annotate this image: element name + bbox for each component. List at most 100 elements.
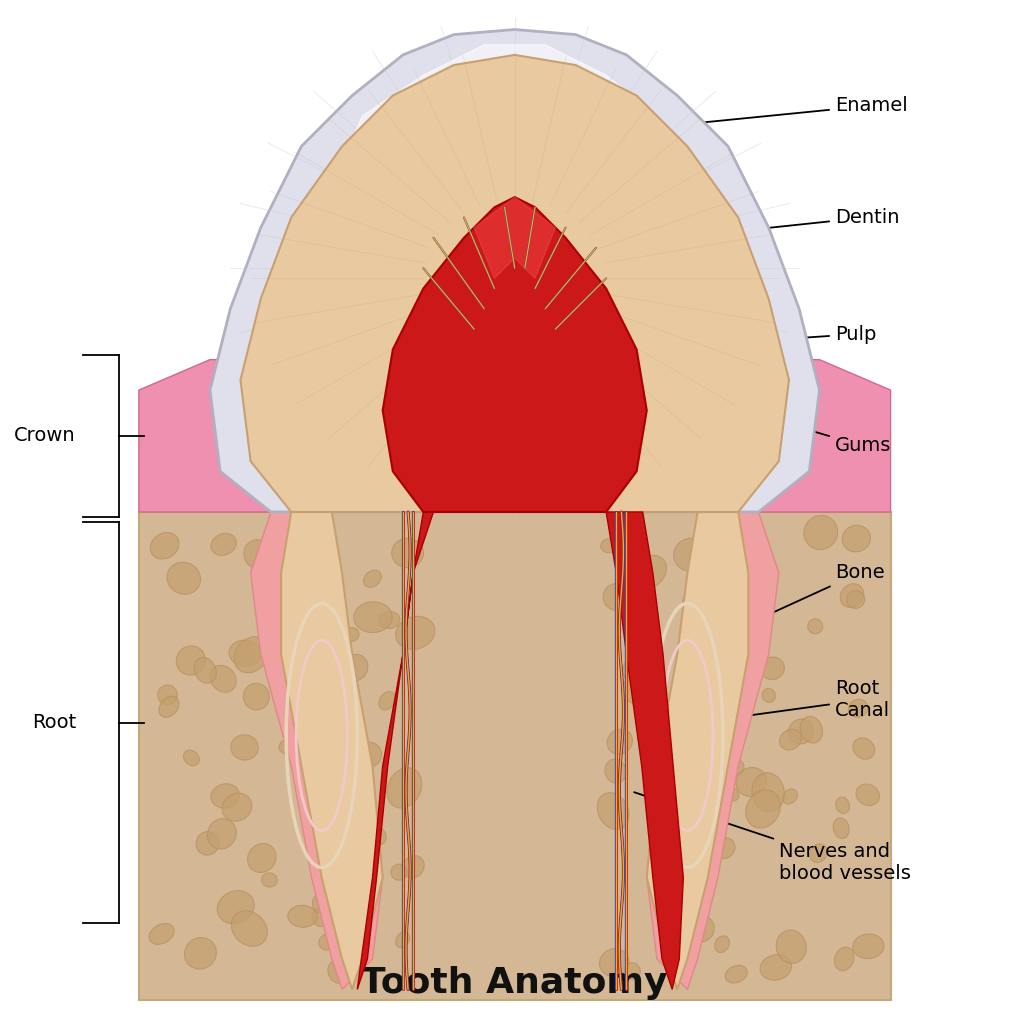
Ellipse shape xyxy=(692,537,724,563)
Ellipse shape xyxy=(834,818,849,839)
Ellipse shape xyxy=(318,933,339,950)
Ellipse shape xyxy=(364,570,381,588)
Text: Root
Canal: Root Canal xyxy=(680,679,890,725)
Polygon shape xyxy=(474,197,555,279)
Ellipse shape xyxy=(222,794,252,821)
Ellipse shape xyxy=(836,797,850,813)
Ellipse shape xyxy=(374,827,386,844)
Ellipse shape xyxy=(719,692,734,712)
Ellipse shape xyxy=(279,737,300,754)
Text: Bone: Bone xyxy=(751,563,885,623)
Ellipse shape xyxy=(365,836,381,851)
Ellipse shape xyxy=(856,784,880,806)
Ellipse shape xyxy=(244,540,272,569)
Polygon shape xyxy=(606,512,683,989)
Ellipse shape xyxy=(328,961,348,983)
Ellipse shape xyxy=(623,653,652,682)
Ellipse shape xyxy=(326,718,340,732)
Text: Gums: Gums xyxy=(711,401,891,456)
Ellipse shape xyxy=(726,586,753,607)
Ellipse shape xyxy=(210,666,237,692)
Ellipse shape xyxy=(853,738,874,759)
Ellipse shape xyxy=(230,735,258,760)
Text: Enamel: Enamel xyxy=(690,96,907,124)
Ellipse shape xyxy=(208,818,237,849)
Ellipse shape xyxy=(211,783,240,808)
Ellipse shape xyxy=(626,963,640,980)
Text: Crown: Crown xyxy=(14,426,76,445)
Text: Pulp: Pulp xyxy=(629,325,877,349)
Text: Tooth Anatomy: Tooth Anatomy xyxy=(361,966,668,999)
Ellipse shape xyxy=(211,534,237,555)
Ellipse shape xyxy=(195,657,216,683)
Ellipse shape xyxy=(313,528,330,545)
Ellipse shape xyxy=(804,515,838,550)
Polygon shape xyxy=(383,197,647,512)
Ellipse shape xyxy=(738,648,765,672)
Ellipse shape xyxy=(176,646,206,675)
Ellipse shape xyxy=(356,742,382,767)
Polygon shape xyxy=(647,512,779,989)
Ellipse shape xyxy=(693,635,707,646)
Ellipse shape xyxy=(343,847,357,861)
Ellipse shape xyxy=(312,894,327,912)
Ellipse shape xyxy=(196,831,219,855)
Polygon shape xyxy=(282,512,383,989)
Ellipse shape xyxy=(353,602,392,633)
Ellipse shape xyxy=(840,584,864,607)
Ellipse shape xyxy=(714,838,735,859)
Text: Root: Root xyxy=(32,714,76,732)
Ellipse shape xyxy=(158,685,177,705)
Ellipse shape xyxy=(842,525,870,552)
Ellipse shape xyxy=(355,884,371,898)
Ellipse shape xyxy=(683,594,698,609)
Ellipse shape xyxy=(631,629,656,649)
Polygon shape xyxy=(647,512,749,989)
Ellipse shape xyxy=(721,786,739,801)
Ellipse shape xyxy=(674,539,708,571)
Ellipse shape xyxy=(234,637,268,673)
Ellipse shape xyxy=(312,907,330,927)
Ellipse shape xyxy=(379,691,395,710)
Ellipse shape xyxy=(810,844,827,862)
Ellipse shape xyxy=(354,878,379,902)
Ellipse shape xyxy=(735,626,753,644)
Ellipse shape xyxy=(217,891,254,924)
Ellipse shape xyxy=(322,602,346,627)
Ellipse shape xyxy=(167,562,201,594)
Ellipse shape xyxy=(808,618,822,634)
Ellipse shape xyxy=(788,719,813,744)
Ellipse shape xyxy=(620,563,647,589)
Ellipse shape xyxy=(183,751,200,766)
Ellipse shape xyxy=(391,864,408,881)
Ellipse shape xyxy=(782,788,798,804)
Ellipse shape xyxy=(848,699,867,718)
Ellipse shape xyxy=(632,555,667,589)
Ellipse shape xyxy=(605,759,627,783)
Ellipse shape xyxy=(288,905,317,928)
Ellipse shape xyxy=(262,872,278,887)
Ellipse shape xyxy=(690,839,721,864)
Ellipse shape xyxy=(607,729,633,755)
Ellipse shape xyxy=(159,696,179,718)
Ellipse shape xyxy=(402,856,424,878)
Ellipse shape xyxy=(847,591,864,608)
Ellipse shape xyxy=(392,539,424,567)
Ellipse shape xyxy=(779,729,802,750)
Ellipse shape xyxy=(762,688,775,702)
Ellipse shape xyxy=(599,948,629,977)
Ellipse shape xyxy=(395,932,410,948)
Ellipse shape xyxy=(344,628,359,641)
Ellipse shape xyxy=(725,608,753,637)
Polygon shape xyxy=(251,512,383,989)
Ellipse shape xyxy=(687,915,714,942)
Polygon shape xyxy=(357,512,433,989)
Ellipse shape xyxy=(725,966,748,983)
Ellipse shape xyxy=(618,528,639,548)
Ellipse shape xyxy=(715,936,729,952)
Ellipse shape xyxy=(736,768,767,797)
Polygon shape xyxy=(241,55,788,512)
Ellipse shape xyxy=(697,680,720,703)
Ellipse shape xyxy=(603,584,631,610)
Ellipse shape xyxy=(597,793,629,829)
